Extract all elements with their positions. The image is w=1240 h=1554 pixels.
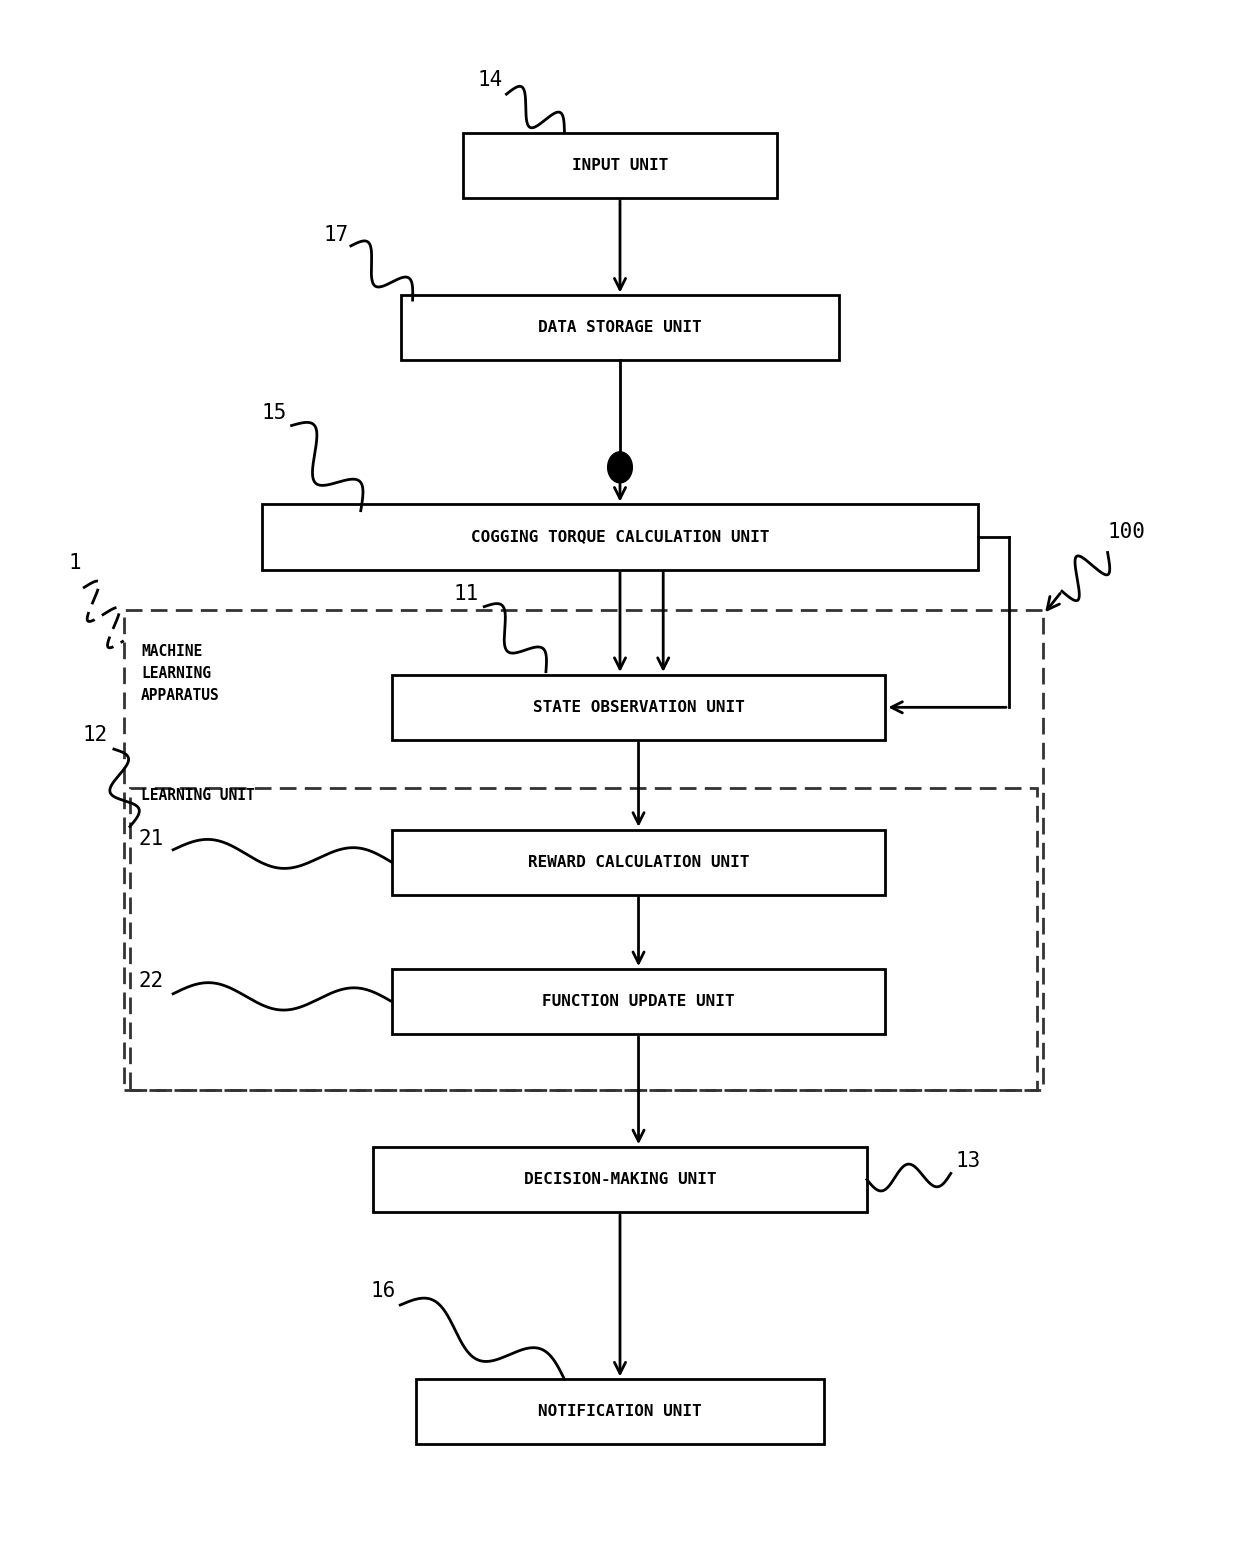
Text: 22: 22: [139, 971, 164, 991]
FancyBboxPatch shape: [373, 1147, 867, 1212]
FancyBboxPatch shape: [463, 132, 777, 197]
FancyBboxPatch shape: [401, 295, 839, 361]
Text: 1: 1: [68, 553, 81, 573]
Text: STATE OBSERVATION UNIT: STATE OBSERVATION UNIT: [533, 699, 744, 715]
Text: NOTIFICATION UNIT: NOTIFICATION UNIT: [538, 1405, 702, 1419]
Text: FUNCTION UPDATE UNIT: FUNCTION UPDATE UNIT: [542, 995, 735, 1009]
Text: 13: 13: [956, 1152, 981, 1172]
Text: LEARNING UNIT: LEARNING UNIT: [141, 788, 254, 803]
FancyBboxPatch shape: [392, 970, 885, 1033]
Text: 17: 17: [324, 225, 348, 246]
Text: 100: 100: [1107, 522, 1145, 542]
Text: COGGING TORQUE CALCULATION UNIT: COGGING TORQUE CALCULATION UNIT: [471, 530, 769, 544]
Text: 16: 16: [371, 1280, 396, 1301]
Text: DECISION-MAKING UNIT: DECISION-MAKING UNIT: [523, 1172, 717, 1187]
Text: REWARD CALCULATION UNIT: REWARD CALCULATION UNIT: [528, 855, 749, 870]
Text: 15: 15: [262, 402, 286, 423]
Text: DATA STORAGE UNIT: DATA STORAGE UNIT: [538, 320, 702, 336]
Text: 14: 14: [477, 70, 503, 90]
Text: 11: 11: [453, 584, 479, 605]
Text: MACHINE
LEARNING
APPARATUS: MACHINE LEARNING APPARATUS: [141, 643, 219, 704]
FancyBboxPatch shape: [262, 505, 978, 569]
FancyBboxPatch shape: [417, 1380, 823, 1444]
Text: 21: 21: [139, 828, 164, 848]
FancyBboxPatch shape: [392, 674, 885, 740]
Text: 12: 12: [83, 726, 108, 746]
FancyBboxPatch shape: [392, 830, 885, 895]
Text: INPUT UNIT: INPUT UNIT: [572, 159, 668, 172]
Circle shape: [608, 452, 632, 483]
